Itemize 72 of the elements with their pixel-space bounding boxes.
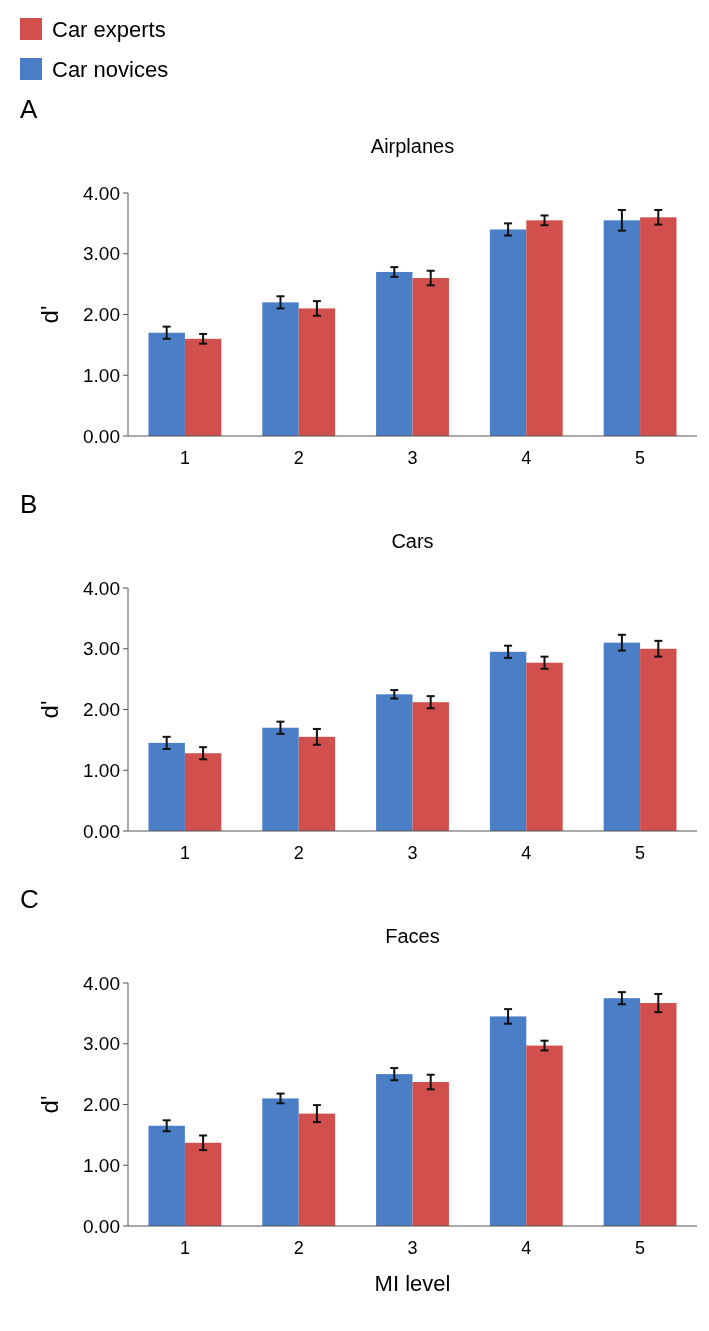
bar bbox=[489, 1016, 527, 1226]
text: A bbox=[20, 94, 38, 124]
bar bbox=[148, 1125, 185, 1226]
x-tick-label: 5 bbox=[635, 843, 646, 863]
text: B bbox=[20, 489, 38, 519]
bar bbox=[526, 220, 563, 436]
bar bbox=[262, 727, 299, 831]
bar bbox=[640, 1003, 677, 1226]
bar bbox=[148, 332, 185, 436]
x-tick-label: 2 bbox=[293, 448, 304, 468]
y-tick-label: 4.00 bbox=[83, 972, 120, 994]
y-tick-label: 2.00 bbox=[83, 304, 120, 326]
bar bbox=[640, 648, 677, 831]
bar bbox=[489, 229, 527, 436]
y-tick-label: 1.00 bbox=[83, 364, 120, 386]
y-tick-label: 3.00 bbox=[83, 243, 120, 265]
bar bbox=[526, 1045, 563, 1226]
y-tick-label: 1.00 bbox=[83, 1154, 120, 1176]
bar bbox=[412, 702, 449, 831]
y-tick-label: 3.00 bbox=[83, 638, 120, 660]
bar bbox=[526, 662, 563, 831]
x-tick-label: 1 bbox=[179, 448, 190, 468]
x-tick-label: 1 bbox=[179, 843, 190, 863]
x-tick-label: 5 bbox=[635, 448, 646, 468]
chart-title: Cars bbox=[391, 530, 434, 552]
bar bbox=[298, 736, 336, 831]
y-tick-label: 0.00 bbox=[83, 425, 120, 447]
y-tick-label: 2.00 bbox=[83, 699, 120, 721]
bar bbox=[412, 278, 449, 436]
y-tick-label: 4.00 bbox=[83, 577, 120, 599]
bar bbox=[298, 1113, 336, 1226]
bar bbox=[184, 753, 222, 831]
bar bbox=[184, 1142, 222, 1226]
text: C bbox=[20, 884, 39, 914]
bar bbox=[376, 1074, 413, 1226]
y-tick-label: 2.00 bbox=[83, 1094, 120, 1116]
y-tick-label: 1.00 bbox=[83, 759, 120, 781]
bar bbox=[603, 998, 641, 1226]
bar bbox=[148, 742, 185, 831]
bar bbox=[298, 308, 336, 436]
y-axis-title: d' bbox=[36, 305, 63, 324]
chart-title: Airplanes bbox=[370, 135, 455, 157]
bar bbox=[412, 1082, 449, 1226]
x-tick-label: 3 bbox=[407, 448, 418, 468]
bar bbox=[376, 271, 413, 436]
bar bbox=[489, 651, 527, 831]
bar bbox=[262, 1098, 299, 1226]
legend-label: Car experts bbox=[52, 16, 166, 42]
y-axis-title: d' bbox=[36, 700, 63, 719]
bar bbox=[376, 694, 413, 831]
y-tick-label: 0.00 bbox=[83, 820, 120, 842]
y-tick-label: 4.00 bbox=[83, 182, 120, 204]
bar bbox=[603, 220, 641, 436]
y-tick-label: 3.00 bbox=[83, 1033, 120, 1055]
x-tick-label: 4 bbox=[521, 448, 532, 468]
chart-title: Faces bbox=[385, 925, 440, 947]
x-tick-label: 5 bbox=[635, 1238, 646, 1258]
x-tick-label: 4 bbox=[521, 843, 532, 863]
x-tick-label: 3 bbox=[407, 1238, 418, 1258]
x-tick-label: 2 bbox=[293, 1238, 304, 1258]
bar bbox=[184, 338, 222, 436]
x-tick-label: 3 bbox=[407, 843, 418, 863]
bar bbox=[640, 217, 677, 436]
x-tick-label: 1 bbox=[179, 1238, 190, 1258]
bar bbox=[603, 642, 641, 831]
x-axis-title: MI level bbox=[374, 1271, 451, 1296]
bar bbox=[262, 302, 299, 436]
x-tick-label: 4 bbox=[521, 1238, 532, 1258]
y-tick-label: 0.00 bbox=[83, 1215, 120, 1237]
y-axis-title: d' bbox=[36, 1095, 63, 1114]
x-tick-label: 2 bbox=[293, 843, 304, 863]
legend-label: Car novices bbox=[52, 56, 169, 82]
